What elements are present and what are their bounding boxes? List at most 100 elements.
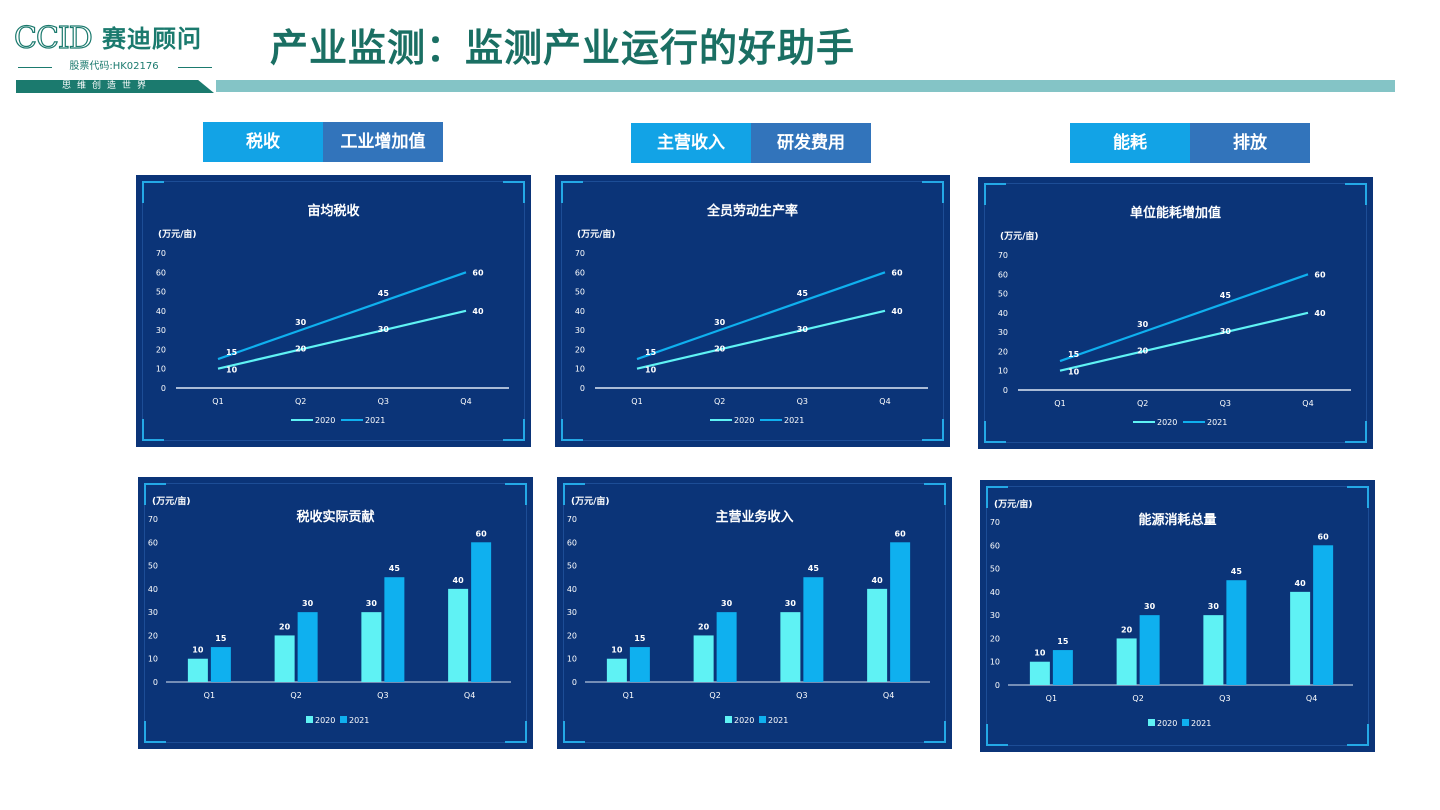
y-tick-label: 50 xyxy=(567,562,577,571)
panel-corner xyxy=(563,721,585,743)
data-label: 15 xyxy=(1068,350,1080,359)
data-label: 45 xyxy=(797,289,809,298)
x-tick-label: Q2 xyxy=(290,691,301,700)
y-tick-label: 50 xyxy=(148,562,158,571)
tab-group-tax: 税收 工业增加值 xyxy=(203,122,443,162)
y-tick-label: 40 xyxy=(148,585,158,594)
data-label: 30 xyxy=(1137,320,1149,329)
panel-corner xyxy=(144,483,166,505)
chart-title: 单位能耗增加值 xyxy=(1130,205,1221,221)
x-tick-label: Q3 xyxy=(377,691,388,700)
tab-tax[interactable]: 税收 xyxy=(203,122,323,162)
y-tick-label: 50 xyxy=(998,290,1008,299)
bar-value-label: 45 xyxy=(1231,567,1243,576)
tab-main-revenue[interactable]: 主营收入 xyxy=(631,123,751,163)
series-line-2021 xyxy=(1059,273,1309,363)
x-tick-label: Q2 xyxy=(709,691,720,700)
chart-title: 全员劳动生产率 xyxy=(706,203,798,219)
x-tick-label: Q3 xyxy=(797,397,808,406)
data-label: 20 xyxy=(714,344,726,353)
y-tick-label: 0 xyxy=(995,681,1000,690)
bar-2021-Q3 xyxy=(803,577,824,682)
tab-emission[interactable]: 排放 xyxy=(1190,123,1310,163)
bar-value-label: 45 xyxy=(808,564,820,573)
bar-value-label: 40 xyxy=(872,576,884,585)
series-line-2020 xyxy=(1059,311,1309,372)
y-tick-label: 60 xyxy=(567,538,577,547)
series-line-2021 xyxy=(217,271,467,361)
bar-2021-Q2 xyxy=(1139,615,1160,685)
legend-label-2020: 2020 xyxy=(734,416,754,425)
data-label: 30 xyxy=(378,325,390,334)
bar-2020-Q2 xyxy=(274,635,295,682)
panel-corner xyxy=(561,419,583,441)
panel-corner xyxy=(922,181,944,203)
bar-value-label: 20 xyxy=(698,622,710,631)
chart-title: 亩均税收 xyxy=(307,203,360,219)
x-tick-label: Q2 xyxy=(1132,694,1143,703)
y-tick-label: 0 xyxy=(572,678,577,687)
bar-2021-Q1 xyxy=(1052,650,1073,685)
data-label: 45 xyxy=(1220,291,1232,300)
legend-label-2020: 2020 xyxy=(1157,418,1177,427)
bar-value-label: 30 xyxy=(1144,602,1156,611)
legend-swatch-2020 xyxy=(1148,719,1155,726)
bar-value-label: 10 xyxy=(611,646,623,655)
bar-2020-Q4 xyxy=(1290,591,1311,685)
x-tick-label: Q2 xyxy=(1137,399,1148,408)
legend-swatch-2020 xyxy=(725,716,732,723)
legend-label-2020: 2020 xyxy=(315,416,335,425)
y-tick-label: 40 xyxy=(575,307,585,316)
bar-value-label: 30 xyxy=(785,599,797,608)
bar-value-label: 60 xyxy=(895,529,907,538)
bar-value-label: 30 xyxy=(1208,602,1220,611)
legend-swatch-2021 xyxy=(1182,719,1189,726)
x-tick-label: Q1 xyxy=(631,397,642,406)
panel-corner xyxy=(505,483,527,505)
y-tick-label: 40 xyxy=(156,307,166,316)
y-tick-label: 0 xyxy=(580,384,585,393)
panel-corner xyxy=(924,483,946,505)
data-label: 20 xyxy=(295,344,307,353)
series-line-2021 xyxy=(636,271,886,361)
bar-2020-Q3 xyxy=(780,612,801,682)
chart-svg: 单位能耗增加值 (万元/亩) 0 10 20 30 40 50 60 70 Q1 Q2 Q3 Q4 10 20… xyxy=(998,205,1351,427)
y-tick-label: 10 xyxy=(998,367,1008,376)
legend-label-2020: 2020 xyxy=(1157,719,1177,728)
bar-value-label: 15 xyxy=(1057,637,1069,646)
y-tick-label: 10 xyxy=(990,658,1000,667)
bar-value-label: 20 xyxy=(1121,625,1133,634)
y-tick-label: 0 xyxy=(1003,386,1008,395)
bar-2021-Q4 xyxy=(890,542,911,682)
y-tick-label: 60 xyxy=(998,270,1008,279)
tab-energy-consumption[interactable]: 能耗 xyxy=(1070,123,1190,163)
y-tick-label: 40 xyxy=(998,309,1008,318)
panel-corner xyxy=(503,181,525,203)
chart-svg: 税收实际贡献 (万元/亩) 0 10 20 30 40 50 60 70 Q1 10 15 Q2 20 30 Q… xyxy=(148,495,511,725)
y-tick-label: 20 xyxy=(567,631,577,640)
y-tick-label: 10 xyxy=(148,655,158,664)
bar-value-label: 15 xyxy=(215,634,227,643)
x-tick-label: Q4 xyxy=(883,691,894,700)
data-label: 40 xyxy=(472,307,484,316)
logo-slogan: 思维创造世界 xyxy=(16,80,214,93)
x-tick-label: Q1 xyxy=(1046,694,1057,703)
tab-rd-expense[interactable]: 研发费用 xyxy=(751,123,871,163)
chart-title: 主营业务收入 xyxy=(715,509,793,525)
chart-panel-mu-tax: 亩均税收 (万元/亩) 0 10 20 30 40 50 60 70 Q1 Q2 Q3 Q4 10 20 30 4… xyxy=(136,175,531,447)
data-label: 30 xyxy=(1220,327,1232,336)
x-tick-label: Q2 xyxy=(714,397,725,406)
tab-industrial-added-value[interactable]: 工业增加值 xyxy=(323,122,443,162)
bar-value-label: 40 xyxy=(453,576,465,585)
x-tick-label: Q2 xyxy=(295,397,306,406)
x-tick-label: Q1 xyxy=(212,397,223,406)
y-tick-label: 10 xyxy=(575,365,585,374)
legend-label-2021: 2021 xyxy=(1207,418,1227,427)
y-tick-label: 30 xyxy=(990,611,1000,620)
bar-2021-Q3 xyxy=(1226,580,1247,685)
legend-label-2021: 2021 xyxy=(349,716,369,725)
y-tick-label: 10 xyxy=(156,365,166,374)
bar-value-label: 45 xyxy=(389,564,401,573)
panel-corner xyxy=(984,421,1006,443)
bar-2021-Q1 xyxy=(210,647,231,682)
